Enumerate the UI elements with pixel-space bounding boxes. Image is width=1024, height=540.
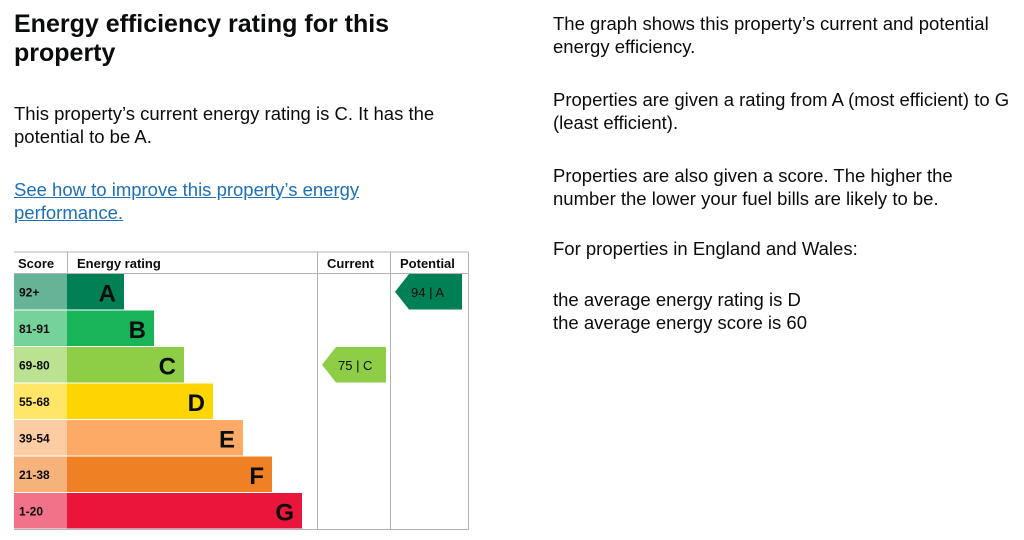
score-range-g: 1-20 — [19, 504, 43, 518]
page-title: Energy efficiency rating for this proper… — [14, 10, 390, 67]
band-bar-g — [67, 493, 302, 529]
band-letter-e: E — [219, 426, 235, 453]
score-cell-e — [14, 420, 67, 456]
info-graph-text: The graph shows this property’s current … — [553, 13, 989, 57]
score-cell-a — [14, 274, 67, 310]
score-cell-g — [14, 493, 67, 529]
band-letter-f: F — [249, 463, 264, 490]
score-range-c: 69-80 — [19, 358, 50, 372]
score-cell-b — [14, 310, 67, 346]
score-cell-c — [14, 347, 67, 383]
band-bar-e — [67, 420, 243, 456]
band-bar-c — [67, 347, 184, 383]
score-range-a: 92+ — [19, 285, 39, 299]
score-cell-f — [14, 456, 67, 492]
current-rating-label: 75 | C — [338, 358, 372, 373]
band-bar-b — [67, 310, 154, 346]
band-letter-b: B — [129, 317, 146, 344]
band-bar-a — [67, 274, 124, 310]
average-rating-text: the average energy rating is D — [553, 289, 801, 310]
potential-rating-label: 94 | A — [411, 285, 444, 300]
band-letter-g: G — [275, 499, 294, 526]
info-rating-text: Properties are given a rating from A (mo… — [553, 89, 1010, 133]
score-header: Score — [18, 256, 54, 271]
current-rating-text: This property’s current energy rating is… — [14, 103, 435, 147]
info-england-wales-text: For properties in England and Wales: — [553, 238, 858, 259]
score-range-f: 21-38 — [19, 468, 50, 482]
band-bar-f — [67, 456, 272, 492]
score-range-e: 39-54 — [19, 431, 50, 445]
band-letter-a: A — [99, 280, 116, 307]
score-range-b: 81-91 — [19, 322, 50, 336]
score-cell-d — [14, 383, 67, 419]
band-letter-d: D — [188, 390, 205, 417]
energy-rating-header: Energy rating — [77, 256, 161, 271]
current-header: Current — [327, 256, 375, 271]
potential-rating-arrow: 94 | A — [395, 274, 462, 310]
epc-chart: Score Energy rating Current Potential 92… — [14, 251, 469, 530]
potential-header: Potential — [400, 256, 455, 271]
current-rating-arrow: 75 | C — [322, 347, 386, 383]
info-score-text: Properties are also given a score. The h… — [553, 165, 953, 209]
rating-section: Energy efficiency rating for this proper… — [14, 10, 484, 530]
improve-performance-link[interactable]: See how to improve this property’s energ… — [14, 179, 360, 223]
band-bar-d — [67, 383, 213, 419]
score-range-d: 55-68 — [19, 395, 50, 409]
average-score-text: the average energy score is 60 — [553, 312, 808, 333]
band-letter-c: C — [159, 353, 176, 380]
